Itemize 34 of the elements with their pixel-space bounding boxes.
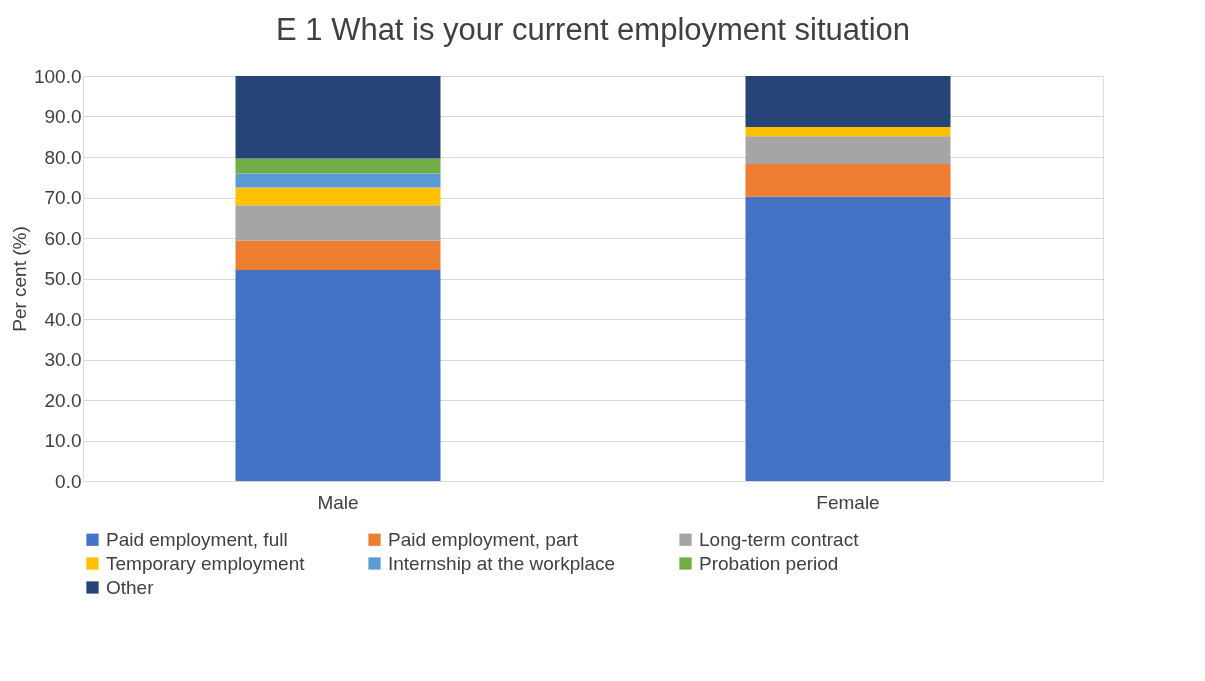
bar — [235, 173, 441, 188]
y-tick-label: 70.0 — [44, 187, 82, 208]
bar — [745, 76, 951, 128]
bar — [235, 187, 441, 206]
y-tick-label: 80.0 — [44, 146, 82, 168]
y-tick-label: 30.0 — [44, 349, 82, 370]
legend-label: Internship at the workplace — [388, 552, 616, 574]
legend-label: Other — [106, 576, 155, 598]
y-tick-label: 100.0 — [33, 65, 82, 87]
bar — [745, 163, 951, 197]
legend-label: Paid employment, full — [106, 528, 288, 550]
legend-label: Paid employment, part — [388, 528, 579, 550]
y-tick-label: 40.0 — [44, 308, 82, 330]
bar — [745, 127, 951, 137]
bar — [235, 76, 441, 159]
bar — [745, 196, 951, 481]
chart-title: E 1 What is your current employment situation — [275, 12, 911, 47]
y-tick-label: 10.0 — [44, 430, 82, 451]
legend-label: Temporary employment — [106, 552, 306, 574]
y-tick-label: 60.0 — [44, 227, 82, 249]
x-tick-label: Male — [317, 491, 359, 513]
x-tick-label: Female — [816, 491, 880, 513]
bar — [745, 136, 951, 164]
y-tick-label: 0.0 — [55, 470, 82, 492]
bar — [235, 270, 441, 481]
y-tick-label: 20.0 — [44, 389, 82, 411]
y-tick-label: 50.0 — [44, 268, 82, 289]
y-tick-label: 90.0 — [44, 106, 82, 127]
legend-label: Long-term contract — [699, 528, 860, 550]
bar — [235, 205, 441, 241]
legend-label: Probation period — [699, 552, 839, 574]
bar — [235, 158, 441, 174]
bar — [235, 240, 441, 270]
y-axis-title: Per cent (%) — [8, 226, 30, 332]
